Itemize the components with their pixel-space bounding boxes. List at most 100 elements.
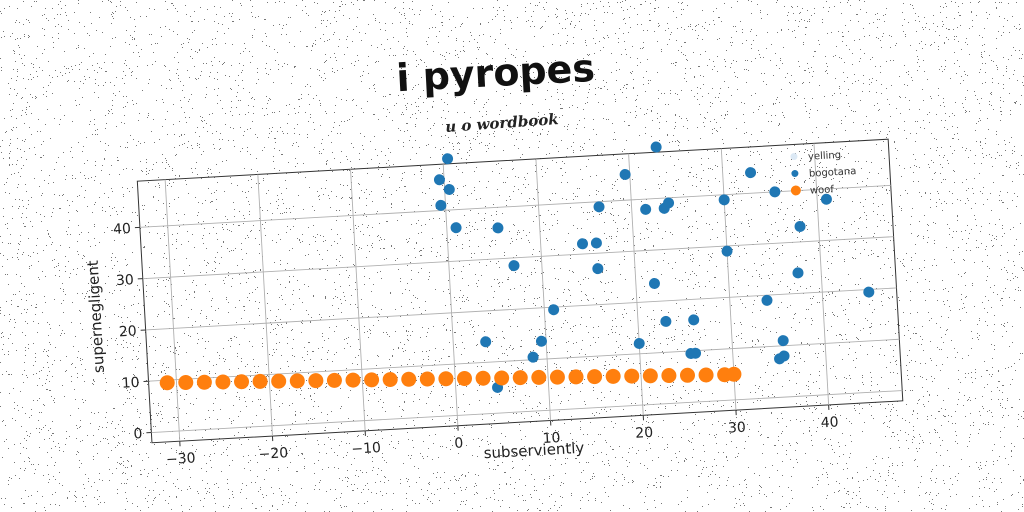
data-point (442, 153, 454, 165)
data-point (650, 141, 662, 153)
x-tick-label: −10 (351, 440, 381, 458)
x-grid-line (535, 158, 551, 421)
data-point (364, 372, 380, 388)
data-point (593, 201, 605, 213)
series-bogotana (433, 141, 875, 393)
data-point (450, 222, 462, 234)
data-point (605, 368, 621, 384)
data-point (794, 220, 806, 232)
y-ticks: 0 10 20 30 40 (113, 221, 152, 443)
data-point (535, 335, 547, 347)
data-point (494, 370, 510, 386)
data-point (685, 347, 697, 359)
data-point (252, 373, 268, 389)
data-point (382, 372, 398, 388)
data-point (527, 351, 539, 363)
y-grid-line (151, 390, 903, 433)
chart-subtitle: u o wordbook (445, 110, 560, 136)
data-point (863, 286, 875, 298)
x-grid-line (257, 174, 273, 437)
data-point (820, 193, 832, 205)
y-grid-line (148, 338, 900, 382)
x-axis-label: subserviently (483, 439, 585, 463)
data-point (308, 373, 324, 389)
legend-marker (790, 185, 801, 196)
y-grid-line (145, 287, 897, 331)
data-point (215, 374, 231, 390)
data-point (661, 368, 677, 384)
x-grid-line (813, 143, 830, 405)
data-point (548, 304, 560, 316)
data-point (718, 194, 730, 206)
data-point (568, 369, 584, 385)
x-ticks: −30 −20 −10 0 10 20 30 40 (166, 404, 839, 468)
series-woof (159, 366, 742, 391)
data-point (698, 367, 714, 383)
data-point (777, 335, 789, 347)
data-point (633, 338, 645, 350)
chart-title: i pyropes (395, 46, 596, 100)
y-tick-label: 40 (113, 221, 132, 238)
data-point (663, 197, 675, 209)
data-point (178, 374, 194, 390)
data-point (345, 372, 361, 388)
data-point (688, 314, 700, 326)
data-point (419, 371, 435, 387)
x-tick-label: 20 (635, 425, 654, 442)
plot-frame (136, 138, 904, 444)
data-point (792, 267, 804, 279)
legend-label: bogotana (809, 166, 857, 180)
y-tick-label: 0 (133, 426, 143, 442)
x-tick-label: 30 (728, 420, 747, 437)
y-axis-label: supernegligent (84, 260, 108, 374)
data-point (438, 371, 454, 387)
data-point (745, 167, 757, 179)
y-tick-label: 10 (121, 375, 140, 392)
data-point (326, 372, 342, 388)
data-point (433, 174, 445, 186)
data-point (271, 373, 287, 389)
data-point (640, 203, 652, 215)
y-grid-line (142, 236, 894, 280)
y-tick-label: 30 (116, 272, 135, 289)
x-tick-label: 40 (820, 414, 839, 431)
x-tick-label: −30 (166, 450, 196, 468)
data-point (289, 373, 305, 389)
x-grid-line (628, 153, 644, 416)
data-point (577, 238, 589, 250)
data-point (624, 368, 640, 384)
data-point (549, 369, 565, 385)
data-point (590, 237, 602, 249)
legend-label: woof (810, 184, 835, 196)
x-grid-line (350, 169, 366, 431)
data-point (480, 336, 492, 348)
data-point (619, 169, 631, 181)
x-tick-label: −20 (258, 445, 288, 463)
data-point (435, 199, 447, 211)
data-point (769, 186, 781, 198)
y-grid-line (139, 184, 891, 228)
data-points (159, 141, 875, 393)
data-point (159, 375, 175, 391)
data-point (660, 315, 672, 327)
legend-marker (791, 169, 799, 177)
legend-label: yelling (808, 150, 842, 163)
data-point (457, 370, 473, 386)
plot-area: −30 −20 −10 0 10 20 30 40 0 10 20 30 40 yelling bogo… (84, 138, 904, 468)
data-point (726, 366, 742, 382)
x-grid-line (720, 148, 737, 411)
data-point (721, 245, 733, 257)
legend-marker (790, 152, 798, 160)
data-point (761, 294, 773, 306)
data-point (531, 369, 547, 385)
data-point (234, 374, 250, 390)
data-point (508, 260, 520, 272)
x-grid-line (164, 179, 181, 442)
data-point (512, 370, 528, 386)
grid-lines (139, 143, 903, 442)
data-point (587, 369, 603, 385)
data-point (679, 367, 695, 383)
legend: yelling bogotana woof (790, 150, 857, 197)
